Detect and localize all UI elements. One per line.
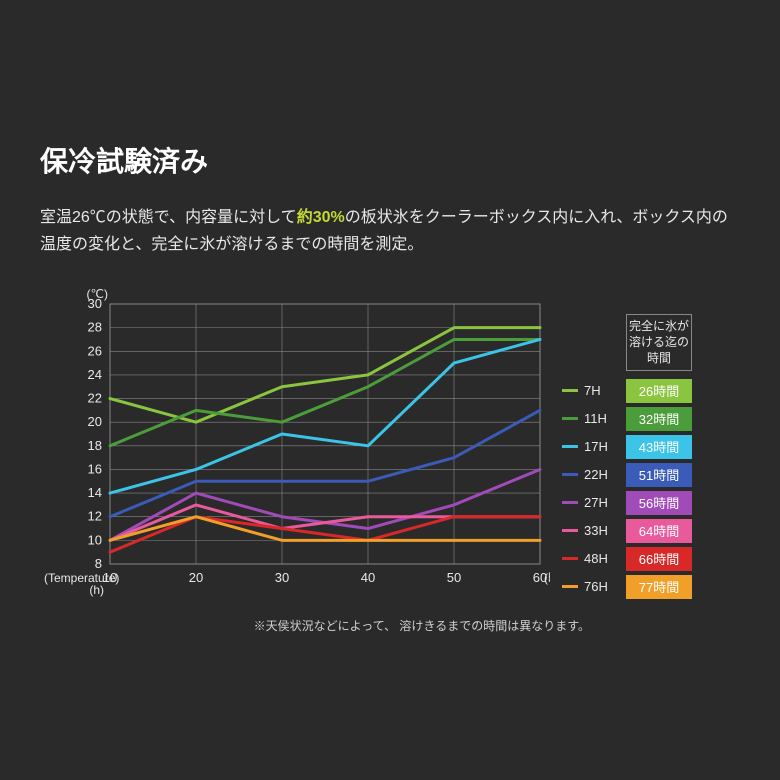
svg-text:14: 14	[88, 485, 102, 500]
legend-time-badge: 51時間	[626, 463, 692, 487]
footnote: ※天侯状況などによって、 溶けきるまでの時間は異なります。	[40, 617, 740, 634]
legend-swatch	[562, 389, 578, 392]
svg-text:(Temperature): (Temperature)	[44, 571, 119, 585]
legend-label: 17H	[584, 439, 620, 454]
legend-row: 27H 56時間	[562, 489, 692, 516]
legend-time-badge: 26時間	[626, 379, 692, 403]
svg-text:(h): (h)	[89, 583, 104, 597]
legend-row: 33H 64時間	[562, 517, 692, 544]
chart-area: 81012141618202224262830102030405060(℃)(T…	[40, 284, 740, 609]
svg-text:(時間): (時間)	[544, 571, 550, 585]
svg-text:18: 18	[88, 438, 102, 453]
legend-row: 48H 66時間	[562, 545, 692, 572]
legend-row: 17H 43時間	[562, 433, 692, 460]
legend-time-badge: 77時間	[626, 575, 692, 599]
legend-row: 11H 32時間	[562, 405, 692, 432]
svg-text:50: 50	[447, 570, 461, 585]
legend-swatch	[562, 445, 578, 448]
desc-part1: 室温26℃の状態で、内容量に対して	[40, 209, 297, 226]
legend-swatch	[562, 501, 578, 504]
svg-text:20: 20	[88, 415, 102, 430]
svg-text:40: 40	[361, 570, 375, 585]
legend-label: 27H	[584, 495, 620, 510]
legend-time-badge: 56時間	[626, 491, 692, 515]
svg-text:30: 30	[275, 570, 289, 585]
line-chart: 81012141618202224262830102030405060(℃)(T…	[40, 284, 550, 604]
chart-wrap: 81012141618202224262830102030405060(℃)(T…	[40, 284, 550, 609]
legend-swatch	[562, 557, 578, 560]
legend-label: 33H	[584, 523, 620, 538]
legend-label: 48H	[584, 551, 620, 566]
legend-swatch	[562, 585, 578, 588]
svg-text:16: 16	[88, 462, 102, 477]
svg-text:12: 12	[88, 509, 102, 524]
svg-text:24: 24	[88, 367, 102, 382]
page-title: 保冷試験済み	[40, 140, 740, 180]
svg-text:(℃): (℃)	[87, 287, 108, 301]
legend-row: 7H 26時間	[562, 377, 692, 404]
legend: 完全に氷が溶ける迄の時間 7H 26時間 11H 32時間 17H 43時間 22H 51時間…	[562, 314, 692, 601]
svg-text:8: 8	[95, 556, 102, 571]
legend-label: 22H	[584, 467, 620, 482]
legend-time-badge: 32時間	[626, 407, 692, 431]
legend-label: 76H	[584, 579, 620, 594]
svg-text:20: 20	[189, 570, 203, 585]
description: 室温26℃の状態で、内容量に対して約30%の板状氷をクーラーボックス内に入れ、ボ…	[40, 204, 740, 258]
legend-row: 76H 77時間	[562, 573, 692, 600]
legend-row: 22H 51時間	[562, 461, 692, 488]
svg-text:26: 26	[88, 344, 102, 359]
svg-text:22: 22	[88, 391, 102, 406]
legend-header: 完全に氷が溶ける迄の時間	[626, 314, 692, 371]
legend-time-badge: 43時間	[626, 435, 692, 459]
svg-text:10: 10	[88, 533, 102, 548]
legend-label: 7H	[584, 383, 620, 398]
legend-swatch	[562, 417, 578, 420]
svg-text:28: 28	[88, 320, 102, 335]
legend-label: 11H	[584, 411, 620, 426]
legend-swatch	[562, 529, 578, 532]
desc-highlight: 約30%	[297, 209, 345, 226]
legend-time-badge: 64時間	[626, 519, 692, 543]
legend-time-badge: 66時間	[626, 547, 692, 571]
legend-swatch	[562, 473, 578, 476]
